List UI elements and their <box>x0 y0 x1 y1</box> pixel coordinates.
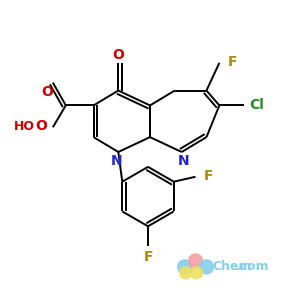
Text: O: O <box>41 85 53 99</box>
Text: F: F <box>227 55 237 69</box>
Circle shape <box>190 267 202 279</box>
Text: Chem: Chem <box>212 260 252 273</box>
Text: Cl: Cl <box>249 98 264 112</box>
Circle shape <box>178 260 192 274</box>
Text: N: N <box>110 154 122 168</box>
Text: O: O <box>112 48 124 62</box>
Text: F: F <box>143 250 153 264</box>
Circle shape <box>189 254 202 268</box>
Text: HO: HO <box>14 120 35 133</box>
Circle shape <box>180 267 192 279</box>
Text: .com: .com <box>236 260 270 273</box>
Text: O: O <box>35 119 47 133</box>
Text: F: F <box>203 169 213 183</box>
Circle shape <box>200 260 213 274</box>
Text: N: N <box>178 154 190 168</box>
